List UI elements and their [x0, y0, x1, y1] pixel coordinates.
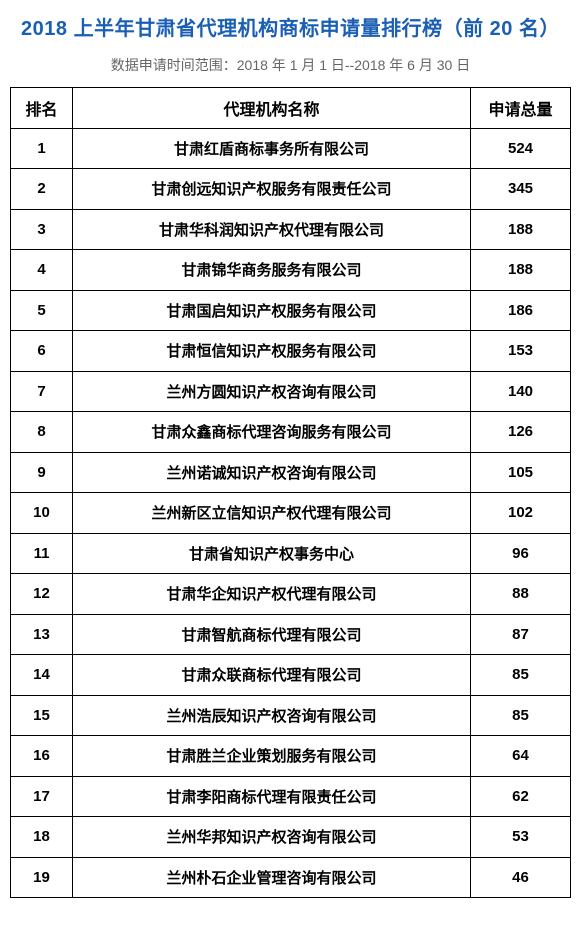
agency-name-cell: 甘肃国启知识产权服务有限公司 [73, 290, 471, 331]
table-header-row: 排名 代理机构名称 申请总量 [11, 88, 571, 129]
rank-cell: 2 [11, 169, 73, 210]
agency-name-cell: 兰州诺诚知识产权咨询有限公司 [73, 452, 471, 493]
count-cell: 140 [471, 371, 571, 412]
count-cell: 188 [471, 209, 571, 250]
header-name: 代理机构名称 [73, 88, 471, 129]
agency-name-cell: 甘肃智航商标代理有限公司 [73, 614, 471, 655]
rank-cell: 15 [11, 695, 73, 736]
header-count: 申请总量 [471, 88, 571, 129]
rank-cell: 1 [11, 128, 73, 169]
table-row: 16甘肃胜兰企业策划服务有限公司64 [11, 736, 571, 777]
table-row: 18兰州华邦知识产权咨询有限公司53 [11, 817, 571, 858]
count-cell: 46 [471, 857, 571, 898]
count-cell: 188 [471, 250, 571, 291]
count-cell: 186 [471, 290, 571, 331]
rank-cell: 14 [11, 655, 73, 696]
table-row: 5甘肃国启知识产权服务有限公司186 [11, 290, 571, 331]
table-row: 17甘肃李阳商标代理有限责任公司62 [11, 776, 571, 817]
agency-name-cell: 甘肃红盾商标事务所有限公司 [73, 128, 471, 169]
agency-name-cell: 甘肃省知识产权事务中心 [73, 533, 471, 574]
rank-cell: 3 [11, 209, 73, 250]
rank-cell: 11 [11, 533, 73, 574]
table-row: 9兰州诺诚知识产权咨询有限公司105 [11, 452, 571, 493]
table-row: 13甘肃智航商标代理有限公司87 [11, 614, 571, 655]
count-cell: 87 [471, 614, 571, 655]
agency-name-cell: 甘肃众联商标代理有限公司 [73, 655, 471, 696]
agency-name-cell: 兰州新区立信知识产权代理有限公司 [73, 493, 471, 534]
table-row: 15兰州浩辰知识产权咨询有限公司85 [11, 695, 571, 736]
count-cell: 53 [471, 817, 571, 858]
rank-cell: 4 [11, 250, 73, 291]
table-body: 1甘肃红盾商标事务所有限公司5242甘肃创远知识产权服务有限责任公司3453甘肃… [11, 128, 571, 898]
count-cell: 126 [471, 412, 571, 453]
table-row: 12甘肃华企知识产权代理有限公司88 [11, 574, 571, 615]
rank-cell: 8 [11, 412, 73, 453]
count-cell: 88 [471, 574, 571, 615]
count-cell: 85 [471, 655, 571, 696]
agency-name-cell: 兰州朴石企业管理咨询有限公司 [73, 857, 471, 898]
agency-name-cell: 甘肃华科润知识产权代理有限公司 [73, 209, 471, 250]
rank-cell: 13 [11, 614, 73, 655]
count-cell: 345 [471, 169, 571, 210]
agency-name-cell: 甘肃众鑫商标代理咨询服务有限公司 [73, 412, 471, 453]
date-range-subtitle: 数据申请时间范围：2018 年 1 月 1 日--2018 年 6 月 30 日 [10, 55, 571, 75]
table-row: 7兰州方圆知识产权咨询有限公司140 [11, 371, 571, 412]
table-row: 2甘肃创远知识产权服务有限责任公司345 [11, 169, 571, 210]
rank-cell: 9 [11, 452, 73, 493]
table-row: 3甘肃华科润知识产权代理有限公司188 [11, 209, 571, 250]
table-row: 14甘肃众联商标代理有限公司85 [11, 655, 571, 696]
table-row: 19兰州朴石企业管理咨询有限公司46 [11, 857, 571, 898]
count-cell: 524 [471, 128, 571, 169]
rank-cell: 12 [11, 574, 73, 615]
table-row: 4甘肃锦华商务服务有限公司188 [11, 250, 571, 291]
rank-cell: 6 [11, 331, 73, 372]
table-row: 8甘肃众鑫商标代理咨询服务有限公司126 [11, 412, 571, 453]
table-row: 1甘肃红盾商标事务所有限公司524 [11, 128, 571, 169]
agency-name-cell: 甘肃恒信知识产权服务有限公司 [73, 331, 471, 372]
ranking-table: 排名 代理机构名称 申请总量 1甘肃红盾商标事务所有限公司5242甘肃创远知识产… [10, 87, 571, 898]
rank-cell: 19 [11, 857, 73, 898]
agency-name-cell: 兰州华邦知识产权咨询有限公司 [73, 817, 471, 858]
page-title: 2018 上半年甘肃省代理机构商标申请量排行榜（前 20 名） [10, 12, 571, 41]
count-cell: 64 [471, 736, 571, 777]
rank-cell: 7 [11, 371, 73, 412]
rank-cell: 5 [11, 290, 73, 331]
count-cell: 62 [471, 776, 571, 817]
count-cell: 105 [471, 452, 571, 493]
agency-name-cell: 兰州方圆知识产权咨询有限公司 [73, 371, 471, 412]
count-cell: 85 [471, 695, 571, 736]
table-row: 6甘肃恒信知识产权服务有限公司153 [11, 331, 571, 372]
rank-cell: 18 [11, 817, 73, 858]
agency-name-cell: 甘肃李阳商标代理有限责任公司 [73, 776, 471, 817]
count-cell: 96 [471, 533, 571, 574]
agency-name-cell: 兰州浩辰知识产权咨询有限公司 [73, 695, 471, 736]
agency-name-cell: 甘肃华企知识产权代理有限公司 [73, 574, 471, 615]
rank-cell: 10 [11, 493, 73, 534]
header-rank: 排名 [11, 88, 73, 129]
agency-name-cell: 甘肃锦华商务服务有限公司 [73, 250, 471, 291]
rank-cell: 17 [11, 776, 73, 817]
agency-name-cell: 甘肃胜兰企业策划服务有限公司 [73, 736, 471, 777]
rank-cell: 16 [11, 736, 73, 777]
table-row: 11甘肃省知识产权事务中心96 [11, 533, 571, 574]
table-row: 10兰州新区立信知识产权代理有限公司102 [11, 493, 571, 534]
count-cell: 153 [471, 331, 571, 372]
agency-name-cell: 甘肃创远知识产权服务有限责任公司 [73, 169, 471, 210]
count-cell: 102 [471, 493, 571, 534]
